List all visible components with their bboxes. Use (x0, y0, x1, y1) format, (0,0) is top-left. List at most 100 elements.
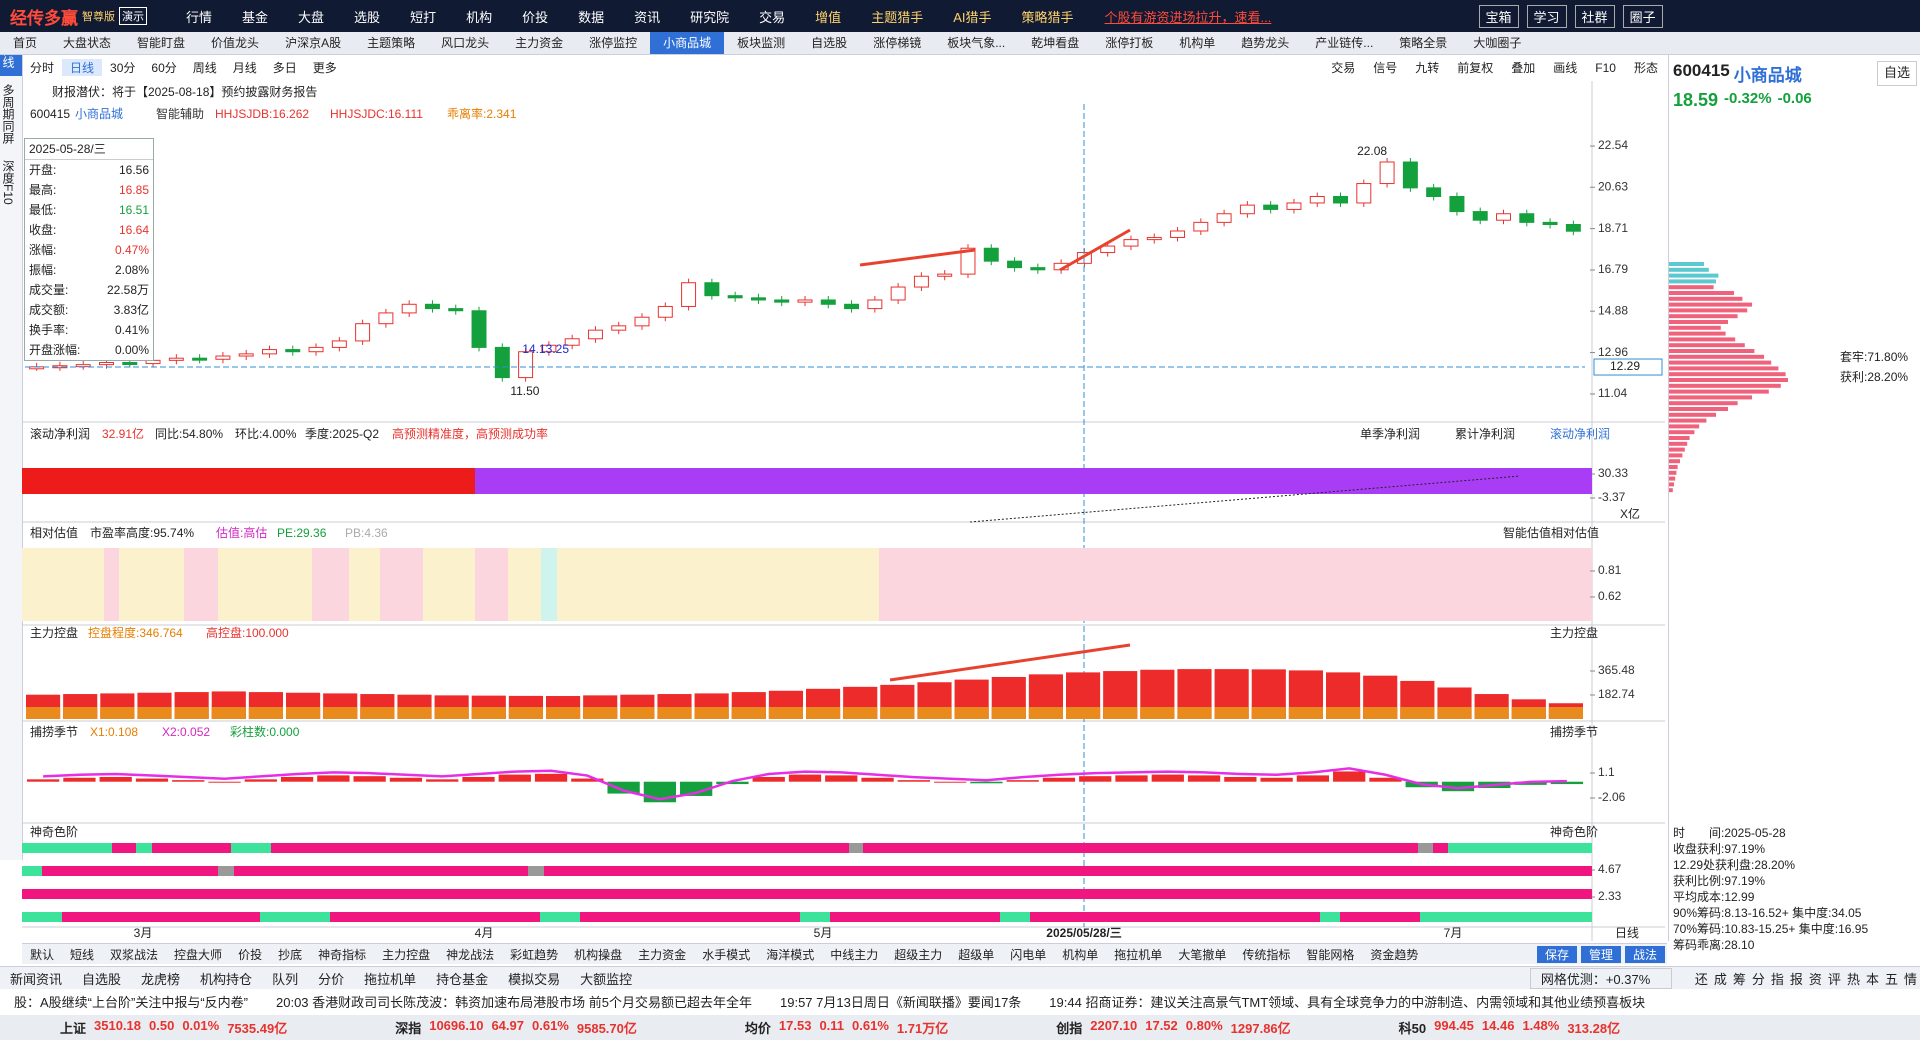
strategy-tab[interactable]: 机构操盘 (574, 947, 623, 962)
mini-tab[interactable]: 报 (1789, 971, 1803, 987)
menu-item[interactable]: 数据 (578, 9, 605, 25)
menu-item[interactable]: 研究院 (690, 9, 730, 25)
news-item[interactable]: 19:57 7月13日周日《新闻联播》要闻17条 (780, 994, 1022, 1010)
mini-tab[interactable]: 情 (1903, 971, 1917, 987)
strategy-tab[interactable]: 大笔撤单 (1178, 947, 1227, 962)
mini-tab[interactable]: 资 (1808, 971, 1822, 987)
tab[interactable]: 机构单 (1179, 36, 1216, 50)
strategy-action[interactable]: 保存 (1536, 945, 1577, 963)
tool[interactable]: 信号 (1373, 61, 1398, 75)
period[interactable]: 月线 (232, 61, 257, 75)
strategy-tab[interactable]: 默认 (30, 947, 55, 962)
menu-item[interactable]: 机构 (466, 9, 493, 25)
strategy-tab[interactable]: 抄底 (278, 947, 303, 962)
news-tab[interactable]: 模拟交易 (508, 971, 561, 987)
strategy-tab[interactable]: 控盘大师 (174, 947, 223, 962)
news-item[interactable]: 20:03 香港财政司司长陈茂波：韩资加速布局港股市场 前5个月交易额已超去年全… (276, 994, 752, 1010)
tool[interactable]: 画线 (1553, 61, 1578, 75)
menu-item[interactable]: 价投 (522, 9, 549, 25)
tool[interactable]: 叠加 (1511, 61, 1536, 75)
menu-item[interactable]: 交易 (759, 9, 786, 25)
side-tab[interactable]: 深度F10 (1, 160, 15, 205)
tab[interactable]: 乾坤看盘 (1031, 36, 1080, 50)
top-button[interactable]: 宝箱 (1478, 4, 1519, 28)
strategy-tab[interactable]: 神龙战法 (446, 947, 495, 962)
menu-item[interactable]: 策略猎手 (1021, 9, 1074, 25)
strategy-tab[interactable]: 超级主力 (894, 947, 943, 962)
strategy-tab[interactable]: 机构单 (1062, 947, 1099, 962)
strategy-tab[interactable]: 主力资金 (638, 947, 687, 962)
tab[interactable]: 风口龙头 (441, 36, 490, 50)
tab[interactable]: 主力资金 (515, 36, 564, 50)
tab[interactable]: 小商品城 (650, 32, 725, 54)
tool[interactable]: 形态 (1633, 61, 1658, 75)
news-tab[interactable]: 队列 (272, 971, 299, 987)
strategy-tab[interactable]: 双浆战法 (110, 947, 159, 962)
news-tab[interactable]: 新闻资讯 (10, 971, 63, 987)
menu-item[interactable]: 资讯 (634, 9, 661, 25)
tab[interactable]: 板块监测 (737, 36, 786, 50)
rp-fav[interactable]: 自选 (1876, 61, 1917, 86)
strategy-tab[interactable]: 水手模式 (702, 947, 751, 962)
period[interactable]: 多日 (272, 61, 297, 75)
strategy-tab[interactable]: 主力控盘 (382, 947, 431, 962)
period[interactable]: 周线 (192, 61, 217, 75)
strategy-tab[interactable]: 彩虹趋势 (510, 947, 559, 962)
mini-tab[interactable]: 本 (1865, 971, 1879, 987)
menu-item[interactable]: 基金 (242, 9, 269, 25)
news-tab[interactable]: 自选股 (82, 971, 122, 987)
strategy-tab[interactable]: 拖拉机单 (1114, 947, 1163, 962)
mini-tab[interactable]: 筹 (1732, 971, 1746, 987)
mini-tab[interactable]: 评 (1827, 971, 1841, 987)
tool[interactable]: 前复权 (1457, 61, 1494, 75)
tab[interactable]: 首页 (13, 36, 38, 50)
tab[interactable]: 策略全景 (1399, 36, 1448, 50)
strategy-tab[interactable]: 资金趋势 (1370, 947, 1419, 962)
mini-tab[interactable]: 五 (1884, 971, 1898, 987)
top-button[interactable]: 社群 (1574, 4, 1615, 28)
tab[interactable]: 大咖圈子 (1473, 36, 1522, 50)
strategy-tab[interactable]: 短线 (70, 947, 95, 962)
tab[interactable]: 大盘状态 (63, 36, 112, 50)
tool[interactable]: F10 (1595, 60, 1616, 75)
mini-tab[interactable]: 成 (1713, 971, 1727, 987)
strategy-action[interactable]: 战法 (1624, 945, 1665, 963)
tool[interactable]: 交易 (1331, 61, 1356, 75)
news-tab[interactable]: 龙虎榜 (141, 971, 181, 987)
tab[interactable]: 沪深京A股 (285, 36, 342, 50)
menu-item[interactable]: 行情 (186, 9, 213, 25)
tab[interactable]: 产业链传... (1315, 36, 1374, 50)
mini-tab[interactable]: 分 (1751, 971, 1765, 987)
news-tab[interactable]: 机构持仓 (200, 971, 253, 987)
tab[interactable]: 价值龙头 (211, 36, 260, 50)
menu-item[interactable]: AI猎手 (953, 9, 992, 25)
strategy-tab[interactable]: 海洋模式 (766, 947, 815, 962)
strategy-tab[interactable]: 闪电单 (1010, 947, 1047, 962)
side-tab[interactable]: 多周期同屏 (1, 84, 15, 145)
period[interactable]: 日线 (62, 59, 103, 76)
tab[interactable]: 主题策略 (367, 36, 416, 50)
period[interactable]: 更多 (312, 61, 337, 75)
tool[interactable]: 九转 (1415, 61, 1440, 75)
menu-item[interactable]: 大盘 (298, 9, 325, 25)
strategy-tab[interactable]: 智能网格 (1306, 947, 1355, 962)
logo[interactable]: 经传多赢 (10, 8, 78, 28)
menu-item[interactable]: 选股 (354, 9, 381, 25)
tab[interactable]: 涨停梯镜 (873, 36, 922, 50)
mini-tab[interactable]: 还 (1694, 971, 1708, 987)
news-item[interactable]: 股：A股继续“上台阶”关注中报与“反内卷” (14, 994, 248, 1010)
strategy-tab[interactable]: 价投 (238, 947, 263, 962)
top-button[interactable]: 学习 (1526, 4, 1567, 28)
menu-item[interactable]: 主题猎手 (871, 9, 924, 25)
tab[interactable]: 趋势龙头 (1241, 36, 1290, 50)
top-button[interactable]: 圈子 (1622, 4, 1663, 28)
strategy-tab[interactable]: 中线主力 (830, 947, 879, 962)
news-item[interactable]: 19:44 招商证券：建议关注高景气TMT领域、具有全球竞争力的中游制造、内需领… (1049, 994, 1646, 1010)
period[interactable]: 30分 (110, 61, 136, 75)
news-tab[interactable]: 大额监控 (580, 971, 633, 987)
strategy-tab[interactable]: 神奇指标 (318, 947, 367, 962)
menu-item[interactable]: 短打 (410, 9, 437, 25)
tab[interactable]: 自选股 (811, 36, 848, 50)
strategy-action[interactable]: 管理 (1580, 945, 1621, 963)
mini-tab[interactable]: 热 (1846, 971, 1860, 987)
